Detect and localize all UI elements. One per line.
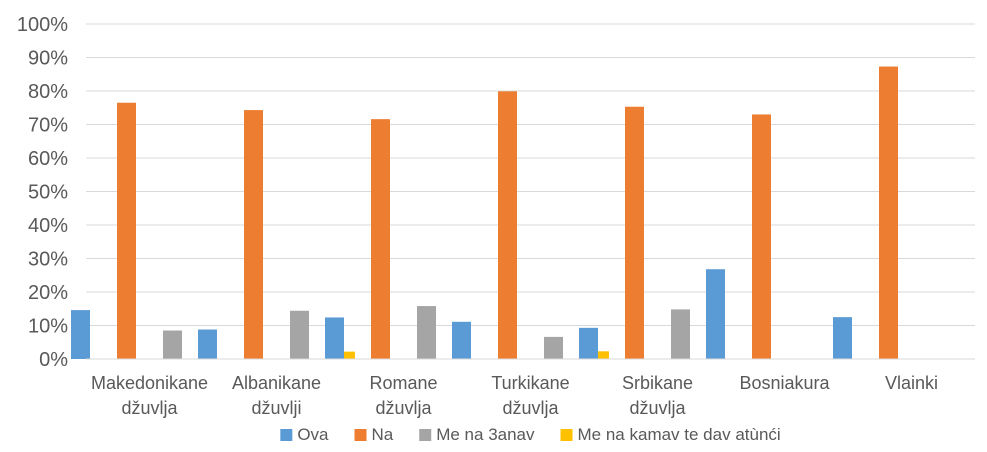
category-label: džuvlja: [502, 398, 559, 418]
bar-ova: [325, 317, 344, 359]
y-tick-label: 40%: [28, 215, 68, 237]
bar-ova: [579, 327, 598, 359]
bar-na: [371, 119, 390, 359]
bar-me-na-3anav: [163, 330, 182, 359]
category-label: džuvlji: [251, 398, 301, 418]
category-label: Makedonikane: [91, 373, 208, 393]
bar-na: [244, 110, 263, 359]
legend-swatch: [560, 429, 573, 441]
category-label: džuvlja: [375, 398, 432, 418]
y-tick-label: 90%: [28, 48, 68, 70]
bar-me-na-3anav: [544, 336, 563, 359]
bar-ova: [833, 317, 852, 359]
bar-me-na-3anav: [417, 306, 436, 359]
bar-ova: [452, 321, 471, 359]
legend-label: Me na 3anav: [436, 425, 535, 444]
y-axis-ticks: 0% 10% 20% 30% 40% 50% 60% 70% 80% 90% 100%: [17, 14, 68, 371]
legend-swatch: [419, 429, 432, 441]
bar-ova: [198, 329, 217, 359]
bar-me-na-kamav-te-dav-at-n-i: [590, 351, 609, 359]
bar-me-na-3anav: [671, 309, 690, 359]
bars: [71, 66, 898, 360]
category-label: Srbikane: [622, 373, 693, 393]
bar-na: [879, 66, 898, 360]
legend-label: Me na kamav te dav atùnći: [578, 425, 781, 444]
y-tick-label: 0%: [39, 349, 68, 371]
bar-ova: [706, 269, 725, 359]
y-tick-label: 70%: [28, 115, 68, 137]
bar-na: [498, 91, 517, 360]
gridlines: [86, 23, 975, 326]
category-label: Bosniakura: [739, 373, 830, 393]
bar-me-na-3anav: [290, 310, 309, 359]
y-tick-label: 100%: [17, 14, 68, 36]
y-tick-label: 80%: [28, 81, 68, 103]
category-label: Vlainki: [885, 373, 938, 393]
bar-na: [752, 114, 771, 359]
legend-swatch: [354, 429, 367, 441]
bar-ova: [71, 310, 90, 359]
category-labels: Makedonikane džuvlja Albanikane džuvlji Roma…: [91, 373, 938, 418]
category-label: džuvlja: [629, 398, 686, 418]
legend-label: Ova: [297, 425, 329, 444]
category-label: džuvlja: [121, 398, 178, 418]
legend: Ova Na Me na 3anav Me na kamav te dav atùnć…: [280, 425, 781, 444]
bar-me-na-kamav-te-dav-at-n-i: [336, 351, 355, 359]
y-tick-label: 30%: [28, 249, 68, 271]
y-tick-label: 20%: [28, 282, 68, 304]
y-tick-label: 60%: [28, 148, 68, 170]
category-label: Turkikane: [491, 373, 569, 393]
category-label: Romane: [369, 373, 437, 393]
legend-label: Na: [371, 425, 393, 444]
bar-na: [625, 106, 644, 360]
bar-na: [117, 102, 136, 359]
legend-swatch: [280, 429, 293, 441]
y-tick-label: 50%: [28, 182, 68, 204]
y-tick-label: 10%: [28, 316, 68, 338]
category-label: Albanikane: [232, 373, 321, 393]
